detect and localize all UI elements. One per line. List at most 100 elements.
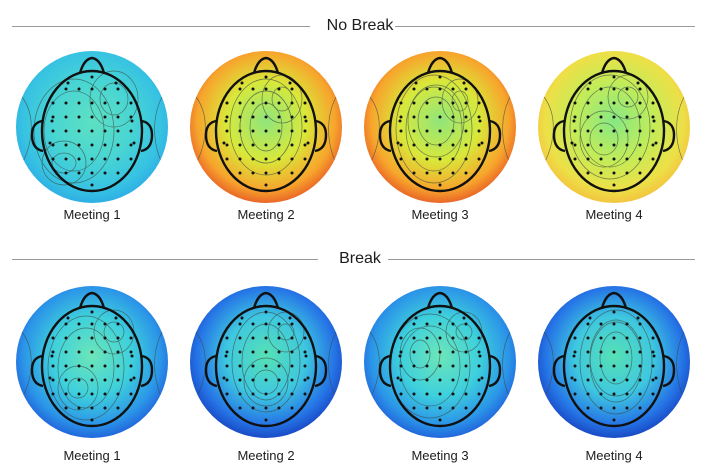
electrode-dot-icon (573, 392, 577, 396)
electrode-dot-icon (116, 115, 120, 119)
electrode-dot-icon (264, 157, 268, 161)
electrode-dot-icon (636, 316, 640, 320)
electrode-dot-icon (651, 378, 655, 382)
electrode-dot-icon (264, 115, 268, 119)
electrode-dot-icon (612, 364, 616, 368)
scalp-map-fill (16, 51, 168, 203)
electrode-dot-icon (573, 115, 577, 119)
electrode-dot-icon (129, 129, 133, 133)
section-title: Break (339, 250, 381, 267)
electrode-dot-icon (290, 336, 294, 340)
electrode-dot-icon (251, 143, 255, 147)
electrode-dot-icon (277, 129, 281, 133)
electrode-dot-icon (651, 336, 655, 340)
electrode-dot-icon (625, 350, 629, 354)
electrode-dot-icon (264, 336, 268, 340)
electrode-dot-icon (238, 406, 242, 410)
electrode-dot-icon (77, 392, 81, 396)
electrode-dot-icon (116, 143, 120, 147)
electrode-dot-icon (251, 129, 255, 133)
electrode-dot-icon (77, 350, 81, 354)
electrode-dot-icon (129, 364, 133, 368)
electrode-dot-icon (51, 350, 55, 354)
electrode-dot-icon (398, 119, 402, 123)
electrode-dot-icon (599, 115, 603, 119)
electrode-dot-icon (412, 406, 416, 410)
electrode-dot-icon (64, 322, 68, 326)
electrode-dot-icon (77, 364, 81, 368)
electrode-dot-icon (90, 183, 94, 187)
electrode-dot-icon (638, 350, 642, 354)
electrode-dot-icon (50, 119, 54, 123)
contour-lines (19, 70, 165, 186)
electrode-dot-icon (90, 310, 94, 314)
electrode-dot-icon (612, 129, 616, 133)
electrode-dot-icon (638, 322, 642, 326)
electrode-dot-icon (425, 129, 429, 133)
electrode-dot-icon (224, 119, 228, 123)
electrode-dot-icon (588, 81, 592, 85)
electrode-dot-icon (103, 392, 107, 396)
electrode-dot-icon (238, 129, 242, 133)
electrode-dot-icon (425, 364, 429, 368)
electrode-dot-icon (573, 143, 577, 147)
electrode-dot-icon (290, 143, 294, 147)
topomap-svg (364, 51, 516, 203)
electrode-dot-icon (303, 101, 307, 105)
electrode-dot-icon (477, 143, 481, 147)
electrode-dot-icon (290, 392, 294, 396)
electrode-dot-icon (477, 129, 481, 133)
electrode-dot-icon (116, 157, 120, 161)
electrode-dot-icon (225, 129, 229, 133)
electrode-dot-icon (599, 101, 603, 105)
electrode-dot-icon (264, 322, 268, 326)
electrode-dot-icon (264, 129, 268, 133)
electrode-dot-icon (480, 376, 484, 380)
electrode-dot-icon (638, 378, 642, 382)
electrode-dot-icon (277, 392, 281, 396)
electrode-dot-icon (77, 87, 81, 91)
electrode-dot-icon (462, 316, 466, 320)
electrode-dot-icon (477, 115, 481, 119)
electrode-dot-icon (264, 392, 268, 396)
electrode-dot-icon (438, 418, 442, 422)
electrode-dot-icon (438, 157, 442, 161)
electrode-dot-icon (478, 354, 482, 358)
electrode-dot-icon (290, 364, 294, 368)
electrode-dot-icon (599, 350, 603, 354)
electrode-dot-icon (64, 101, 68, 105)
electrode-dot-icon (238, 350, 242, 354)
electrode-dot-icon (290, 322, 294, 326)
map-label: Meeting 1 (63, 207, 121, 222)
electrode-dot-icon (51, 129, 55, 133)
electrode-dot-icon (114, 81, 118, 85)
electrode-dot-icon (90, 115, 94, 119)
electrode-dot-icon (51, 364, 55, 368)
electrode-dot-icon (586, 392, 590, 396)
electrode-dot-icon (90, 322, 94, 326)
electrode-dot-icon (464, 115, 468, 119)
electrode-dot-icon (425, 336, 429, 340)
electrode-dot-icon (51, 157, 55, 161)
electrode-dot-icon (478, 119, 482, 123)
electrode-dot-icon (129, 101, 133, 105)
map-label: Meeting 4 (585, 448, 643, 463)
electrode-dot-icon (290, 157, 294, 161)
topomap-svg (16, 286, 168, 438)
electrode-dot-icon (224, 354, 228, 358)
electrode-dot-icon (625, 378, 629, 382)
electrode-dot-icon (586, 87, 590, 91)
electrode-dot-icon (48, 141, 52, 145)
electrode-dot-icon (129, 392, 133, 396)
electrode-dot-icon (412, 129, 416, 133)
electrode-dot-icon (51, 336, 55, 340)
electrode-dot-icon (103, 157, 107, 161)
electrode-dot-icon (599, 87, 603, 91)
topomap (14, 49, 170, 205)
electrode-dot-icon (638, 364, 642, 368)
electrode-dot-icon (464, 101, 468, 105)
electrode-dot-icon (625, 157, 629, 161)
electrode-dots (570, 75, 658, 187)
electrode-dot-icon (251, 378, 255, 382)
electrode-dot-icon (612, 392, 616, 396)
